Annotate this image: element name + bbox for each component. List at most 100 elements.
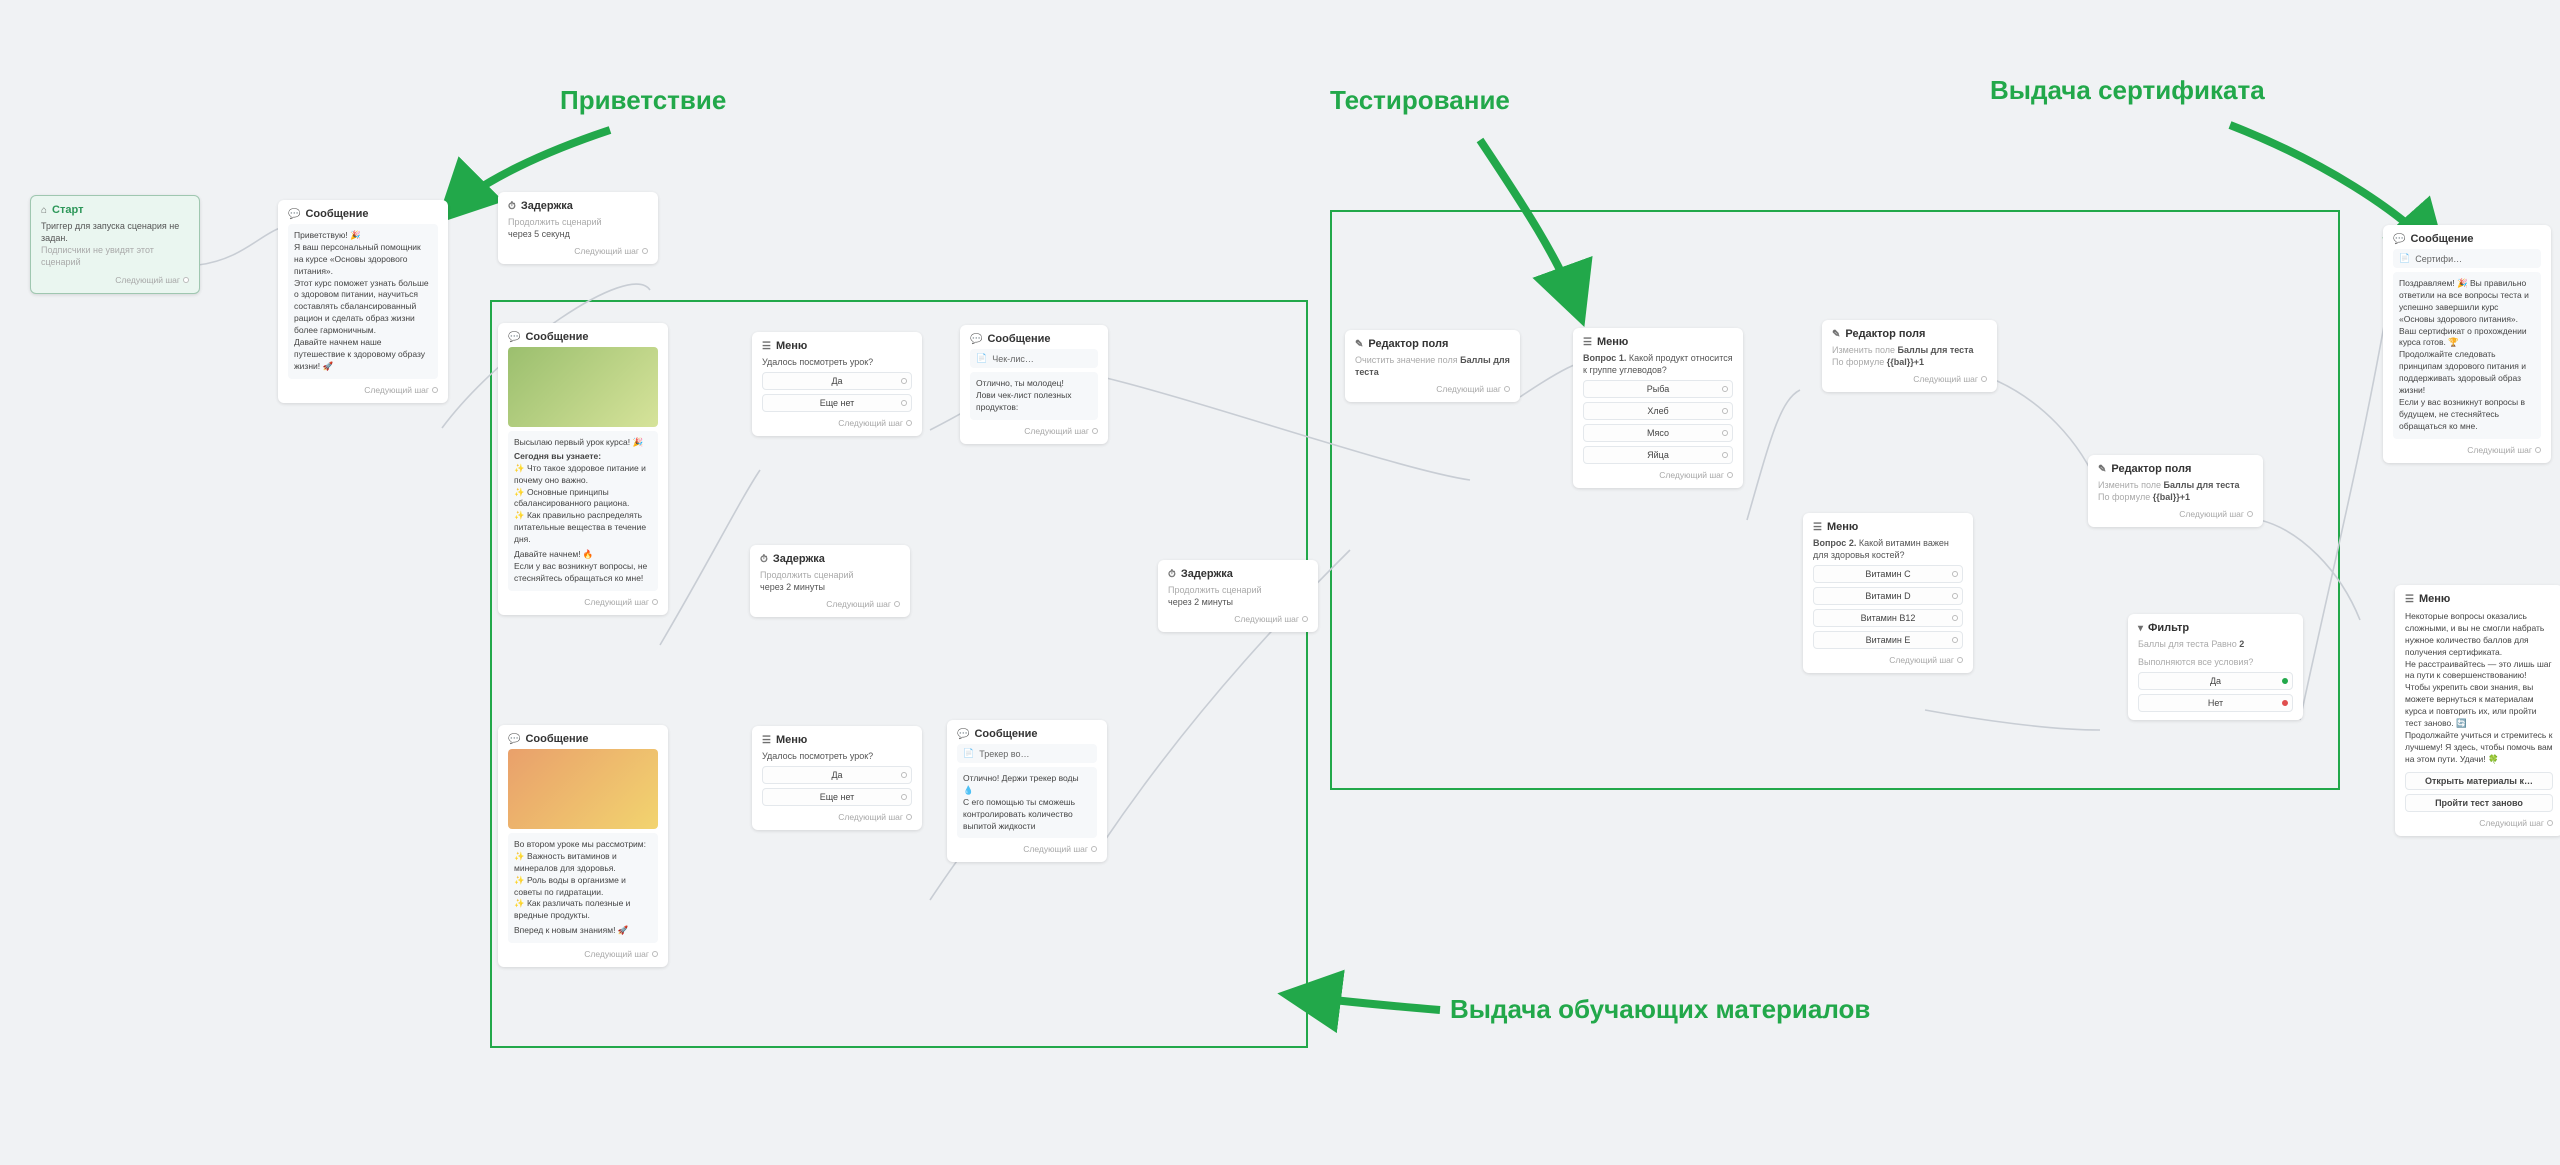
clock-icon: ⏱: [1168, 569, 1176, 580]
message-icon: 💬: [2393, 234, 2405, 245]
node-title: Сообщение: [525, 733, 588, 745]
file-icon: 📄: [963, 748, 974, 759]
node-title: Меню: [1827, 521, 1858, 533]
file-icon: 📄: [976, 353, 987, 364]
q1-opt-2[interactable]: Хлеб: [1583, 402, 1733, 420]
node-title: Фильтр: [2148, 622, 2189, 634]
delay-time: через 5 секунд: [508, 228, 648, 240]
port-dot[interactable]: [1957, 657, 1963, 663]
fail-btn-retry[interactable]: Пройти тест заново: [2405, 794, 2553, 812]
q1-opt-1[interactable]: Рыба: [1583, 380, 1733, 398]
delay-2min-b[interactable]: ⏱ Задержка Продолжить сценарий через 2 м…: [1158, 560, 1318, 632]
tracker-attachment[interactable]: 📄 Трекер во…: [957, 744, 1097, 763]
home-icon: ⌂: [41, 205, 47, 216]
lesson1-message-node[interactable]: 💬 Сообщение Высылаю первый урок курса! 🎉…: [498, 323, 668, 615]
port-dot[interactable]: [906, 420, 912, 426]
q2-opt-1[interactable]: Витамин C: [1813, 565, 1963, 583]
cert-attachment[interactable]: 📄 Сертифи…: [2393, 249, 2541, 268]
filter-node[interactable]: ▾ Фильтр Баллы для теста Равно 2 Выполня…: [2128, 614, 2303, 720]
port-dot[interactable]: [652, 599, 658, 605]
fail-btn-materials[interactable]: Открыть материалы к…: [2405, 772, 2553, 790]
delay-2min-a[interactable]: ⏱ Задержка Продолжить сценарий через 2 м…: [750, 545, 910, 617]
pencil-icon: ✎: [1832, 329, 1840, 340]
node-title: Задержка: [773, 553, 825, 565]
node-title: Меню: [776, 340, 807, 352]
checklist-attachment[interactable]: 📄 Чек-лис…: [970, 349, 1098, 368]
q1-opt-3[interactable]: Мясо: [1583, 424, 1733, 442]
delay-5s-node[interactable]: ⏱ Задержка Продолжить сценарий через 5 с…: [498, 192, 658, 264]
port-dot[interactable]: [906, 814, 912, 820]
menu-q: Удалось посмотреть урок?: [762, 356, 912, 368]
node-title: Сообщение: [525, 331, 588, 343]
checklist-message-node[interactable]: 💬 Сообщение 📄 Чек-лис… Отлично, ты молод…: [960, 325, 1108, 444]
node-title: Задержка: [1181, 568, 1233, 580]
port-dot[interactable]: [642, 248, 648, 254]
port-dot[interactable]: [1091, 846, 1097, 852]
editor-inc-1[interactable]: ✎ Редактор поля Изменить поле Баллы для …: [1822, 320, 1997, 392]
port-dot[interactable]: [1302, 616, 1308, 622]
port-dot[interactable]: [1504, 386, 1510, 392]
pencil-icon: ✎: [1355, 339, 1363, 350]
port-dot[interactable]: [894, 601, 900, 607]
lesson2-message-node[interactable]: 💬 Сообщение Во втором уроке мы рассмотри…: [498, 725, 668, 967]
opt-no[interactable]: Еще нет: [762, 788, 912, 806]
node-title: Сообщение: [987, 333, 1050, 345]
checklist-text: Отлично, ты молодец! Лови чек-лист полез…: [970, 372, 1098, 420]
label-certificate: Выдача сертификата: [1990, 75, 2265, 106]
port-dot[interactable]: [2535, 447, 2541, 453]
pencil-icon: ✎: [2098, 464, 2106, 475]
port-dot[interactable]: [183, 277, 189, 283]
greeting-message-node[interactable]: 💬 Сообщение Приветствую! 🎉 Я ваш персона…: [278, 200, 448, 403]
menu-q2[interactable]: ☰ Меню Вопрос 2. Какой витамин важен для…: [1803, 513, 1973, 673]
menu-watched-2[interactable]: ☰ Меню Удалось посмотреть урок? Да Еще н…: [752, 726, 922, 830]
fail-text: Некоторые вопросы оказались сложными, и …: [2405, 609, 2553, 768]
start-line1: Триггер для запуска сценария не задан.: [41, 220, 189, 244]
tracker-message-node[interactable]: 💬 Сообщение 📄 Трекер во… Отлично! Держи …: [947, 720, 1107, 862]
port-dot[interactable]: [2547, 820, 2553, 826]
node-title: Задержка: [521, 200, 573, 212]
q1-opt-4[interactable]: Яйца: [1583, 446, 1733, 464]
filter-yes[interactable]: Да: [2138, 672, 2293, 690]
message-icon: 💬: [288, 209, 300, 220]
port-dot[interactable]: [432, 387, 438, 393]
lesson2-thumbnail: [508, 749, 658, 829]
label-materials: Выдача обучающих материалов: [1450, 994, 1870, 1025]
lesson2-body: Во втором уроке мы рассмотрим: ✨ Важност…: [508, 833, 658, 943]
port-dot[interactable]: [1092, 428, 1098, 434]
opt-no[interactable]: Еще нет: [762, 394, 912, 412]
menu-icon: ☰: [1583, 337, 1592, 348]
file-icon: 📄: [2399, 253, 2410, 264]
editor-clear-score[interactable]: ✎ Редактор поля Очистить значение поля Б…: [1345, 330, 1520, 402]
node-title: Сообщение: [305, 208, 368, 220]
tracker-text: Отлично! Держи трекер воды 💧 С его помощ…: [957, 767, 1097, 838]
menu-watched-1[interactable]: ☰ Меню Удалось посмотреть урок? Да Еще н…: [752, 332, 922, 436]
node-title: Сообщение: [2410, 233, 2473, 245]
port-dot[interactable]: [1981, 376, 1987, 382]
node-title: Меню: [1597, 336, 1628, 348]
port-dot[interactable]: [2247, 511, 2253, 517]
menu-q1[interactable]: ☰ Меню Вопрос 1. Какой продукт относится…: [1573, 328, 1743, 488]
port-dot[interactable]: [652, 951, 658, 957]
message-icon: 💬: [970, 334, 982, 345]
start-node[interactable]: ⌂ Старт Триггер для запуска сценария не …: [30, 195, 200, 294]
label-testing: Тестирование: [1330, 85, 1510, 116]
q2-opt-2[interactable]: Витамин D: [1813, 587, 1963, 605]
opt-yes[interactable]: Да: [762, 766, 912, 784]
editor1-sub: Очистить значение поля Баллы для теста: [1355, 354, 1510, 378]
message-icon: 💬: [957, 729, 969, 740]
delay-sub: Продолжить сценарий: [508, 216, 648, 228]
q2-opt-4[interactable]: Витамин E: [1813, 631, 1963, 649]
menu-icon: ☰: [1813, 522, 1822, 533]
greeting-text: Приветствую! 🎉 Я ваш персональный помощн…: [288, 224, 438, 379]
q2-opt-3[interactable]: Витамин B12: [1813, 609, 1963, 627]
opt-yes[interactable]: Да: [762, 372, 912, 390]
editor-inc-2[interactable]: ✎ Редактор поля Изменить поле Баллы для …: [2088, 455, 2263, 527]
port-dot[interactable]: [1727, 472, 1733, 478]
node-title: Редактор поля: [1845, 328, 1925, 340]
label-greeting: Приветствие: [560, 85, 726, 116]
clock-icon: ⏱: [508, 201, 516, 212]
menu-icon: ☰: [2405, 594, 2414, 605]
certificate-message-node[interactable]: 💬 Сообщение 📄 Сертифи… Поздравляем! 🎉 Вы…: [2383, 225, 2551, 463]
fail-menu-node[interactable]: ☰ Меню Некоторые вопросы оказались сложн…: [2395, 585, 2560, 836]
filter-no[interactable]: Нет: [2138, 694, 2293, 712]
